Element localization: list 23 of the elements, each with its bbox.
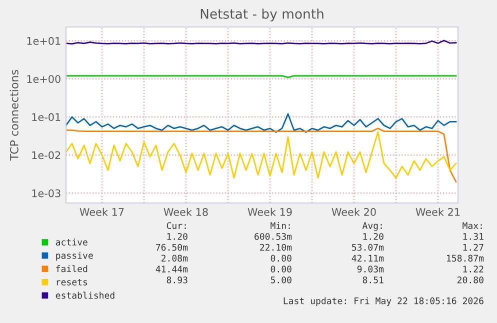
y-tick-label: 1e-03 (32, 189, 60, 198)
x-tick-label: Week 18 (164, 208, 208, 216)
text: Min: 600.53m 22.10m 0.00 0.00 5.00 (254, 222, 292, 284)
text: Max: 1.31 1.27 158.87m 1.22 20.80 (447, 222, 484, 284)
y-axis-title: TCP connections (10, 70, 18, 161)
line-series (66, 113, 457, 133)
text: Last update: Fri May 22 18:05:16 2026 (284, 297, 484, 306)
x-tick-label: Week 21 (416, 208, 460, 216)
legend-label: passive (56, 252, 93, 261)
chart-title: Netstat - by month (200, 8, 324, 22)
x-tick-label: Week 19 (248, 208, 292, 216)
x-tick-label: Week 17 (80, 208, 124, 216)
y-tick-label: 1e-02 (32, 151, 60, 160)
y-tick-label: 1e+00 (27, 75, 60, 83)
legend-label: established (56, 292, 114, 299)
text: Cur: 1.20 76.50m 2.08m 41.44m 8.93 (156, 222, 188, 284)
y-tick-label: 1e+01 (27, 37, 60, 45)
legend-label: failed (56, 265, 88, 272)
x-tick-label: Week 20 (332, 208, 376, 216)
legend-label: resets (56, 278, 88, 286)
legend-label: active (56, 238, 88, 246)
text: Avg: 1.20 53.07m 42.11m 9.03m 8.51 (352, 222, 384, 284)
y-tick-label: 1e-01 (32, 113, 60, 122)
